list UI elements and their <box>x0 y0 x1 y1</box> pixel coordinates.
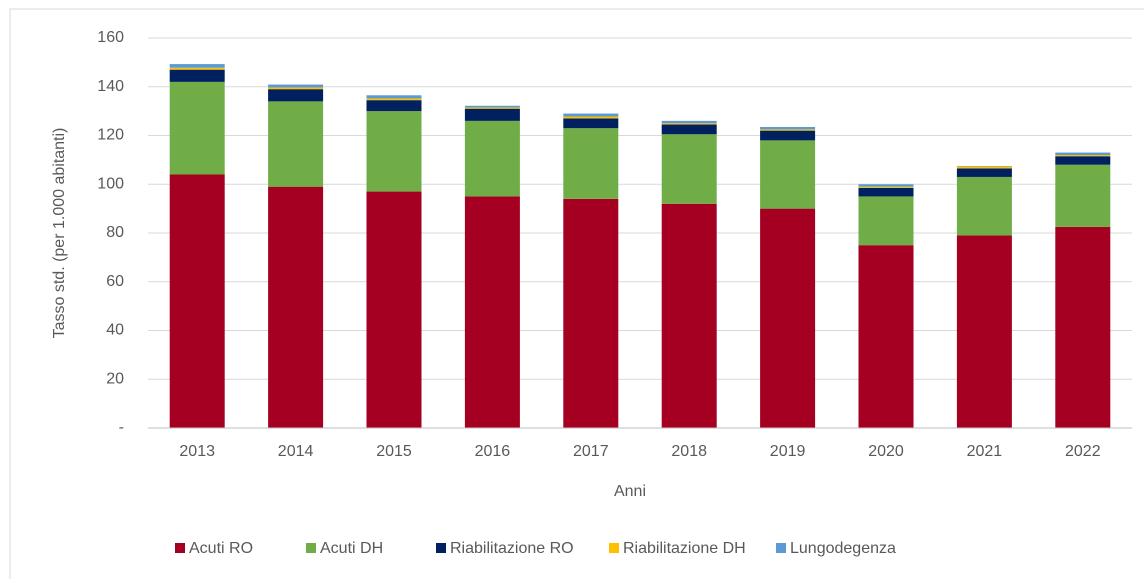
legend-label: Acuti DH <box>320 540 383 557</box>
bar-segment <box>661 203 717 428</box>
y-tick-label: 100 <box>97 175 124 192</box>
bar-segment <box>1055 152 1111 155</box>
bar-segment <box>563 198 619 428</box>
x-tick-label: 2018 <box>671 443 707 460</box>
legend-label: Lungodegenza <box>790 540 896 557</box>
bar-segment <box>1055 155 1111 157</box>
bar-segment <box>858 186 914 188</box>
bar-segment <box>366 100 422 112</box>
bar-segment <box>661 120 717 124</box>
bar-segment <box>169 64 225 68</box>
legend-swatch <box>306 543 316 553</box>
bar-segment <box>464 108 520 121</box>
y-tick-label: 20 <box>106 370 124 387</box>
bar-segment <box>858 245 914 428</box>
bar-segment <box>464 196 520 428</box>
bar-segment <box>1055 164 1111 227</box>
bar-segment <box>760 130 816 141</box>
bar-segment <box>464 120 520 197</box>
bar-segment <box>169 81 225 175</box>
bar-segment <box>366 191 422 428</box>
y-tick-label: 60 <box>106 273 124 290</box>
chart-frame <box>9 8 1144 579</box>
legend-label: Riabilitazione RO <box>450 540 574 557</box>
bar-segment <box>366 111 422 192</box>
bar-segment <box>268 84 324 88</box>
bar-segment <box>169 67 225 70</box>
bar-segment <box>661 123 717 125</box>
y-tick-label: 40 <box>106 322 124 339</box>
legend-swatch <box>609 543 619 553</box>
x-tick-label: 2014 <box>278 443 314 460</box>
x-tick-label: 2015 <box>376 443 412 460</box>
y-tick-label: 160 <box>97 29 124 46</box>
bar-segment <box>760 140 816 209</box>
legend-label: Riabilitazione DH <box>623 540 746 557</box>
y-tick-label: 80 <box>106 224 124 241</box>
legend-label: Acuti RO <box>189 540 253 557</box>
bar-segment <box>563 118 619 129</box>
bar-segment <box>1055 156 1111 165</box>
bar-segment <box>366 95 422 99</box>
bar-segment <box>464 105 520 108</box>
bar-segment <box>956 166 1012 169</box>
x-tick-label: 2022 <box>1065 443 1101 460</box>
bar-segment <box>760 208 816 428</box>
bar-segment <box>760 126 816 130</box>
bar-segment <box>956 168 1012 177</box>
bar-segment <box>956 176 1012 236</box>
bar-segment <box>563 113 619 117</box>
bar-segment <box>956 235 1012 428</box>
legend-swatch <box>175 543 185 553</box>
bar-segment <box>268 87 324 90</box>
bar-segment <box>268 89 324 102</box>
bar-segment <box>563 128 619 199</box>
y-axis-label: Tasso std. (per 1.000 abitanti) <box>51 128 68 339</box>
x-tick-label: 2021 <box>967 443 1003 460</box>
bar-segment <box>366 98 422 101</box>
x-axis-label: Anni <box>614 483 646 500</box>
x-tick-label: 2013 <box>179 443 215 460</box>
bar-segment <box>661 134 717 204</box>
bar-segment <box>563 116 619 119</box>
y-tick-label: 140 <box>97 78 124 95</box>
bar-segment <box>858 187 914 197</box>
y-tick-label: 120 <box>97 127 124 144</box>
x-tick-label: 2016 <box>475 443 511 460</box>
bar-segment <box>1055 226 1111 428</box>
bar-segment <box>169 174 225 428</box>
legend-swatch <box>436 543 446 553</box>
bar-segment <box>268 101 324 187</box>
x-tick-label: 2020 <box>868 443 904 460</box>
bar-segment <box>858 184 914 187</box>
legend-swatch <box>776 543 786 553</box>
bar-segment <box>760 129 816 131</box>
y-tick-label: - <box>119 419 124 436</box>
bar-segment <box>661 124 717 135</box>
bar-segment <box>169 69 225 82</box>
x-tick-label: 2019 <box>770 443 806 460</box>
bar-segment <box>268 186 324 428</box>
bar-segment <box>858 196 914 246</box>
bar-segment <box>464 107 520 109</box>
x-tick-label: 2017 <box>573 443 609 460</box>
